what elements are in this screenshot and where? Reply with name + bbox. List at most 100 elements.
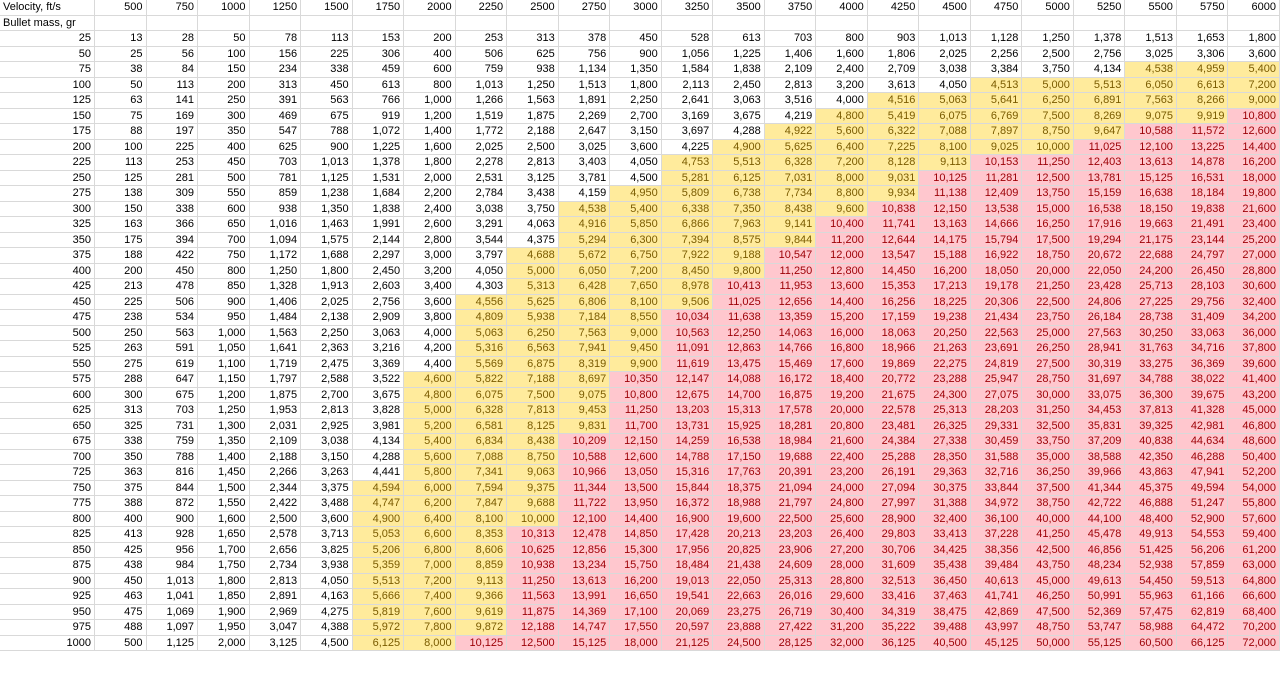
energy-cell[interactable]: 1,097: [146, 620, 199, 636]
energy-cell[interactable]: 17,100: [610, 604, 662, 620]
energy-cell[interactable]: 25,600: [816, 511, 868, 527]
energy-cell[interactable]: 10,034: [661, 310, 714, 326]
energy-cell[interactable]: 156: [249, 46, 302, 62]
energy-cell[interactable]: 3,038: [919, 62, 971, 78]
energy-cell[interactable]: 938: [507, 62, 559, 78]
energy-cell[interactable]: 1,050: [198, 341, 250, 357]
energy-cell[interactable]: 4,800: [816, 108, 868, 124]
energy-cell[interactable]: 238: [95, 310, 147, 326]
energy-cell[interactable]: 39,600: [1228, 356, 1280, 372]
energy-cell[interactable]: 43,200: [1228, 387, 1280, 403]
energy-cell[interactable]: 903: [867, 31, 920, 47]
energy-cell[interactable]: 563: [146, 325, 199, 341]
energy-cell[interactable]: 7,200: [816, 155, 868, 171]
energy-cell[interactable]: 338: [301, 62, 353, 78]
energy-cell[interactable]: 4,225: [661, 139, 714, 155]
energy-cell[interactable]: 55,963: [1125, 589, 1177, 605]
energy-cell[interactable]: 22,578: [867, 403, 920, 419]
energy-cell[interactable]: 8,697: [558, 372, 611, 388]
energy-cell[interactable]: 30,375: [919, 480, 971, 496]
energy-cell[interactable]: 41,400: [1228, 372, 1280, 388]
energy-cell[interactable]: 7,800: [404, 620, 456, 636]
energy-cell[interactable]: 28,125: [764, 635, 817, 651]
empty-cell[interactable]: [404, 15, 456, 31]
velocity-column-header[interactable]: 500: [95, 0, 147, 16]
energy-cell[interactable]: 26,191: [867, 465, 920, 481]
energy-cell[interactable]: 141: [146, 93, 199, 109]
energy-cell[interactable]: 10,800: [610, 387, 662, 403]
energy-cell[interactable]: 3,600: [301, 511, 353, 527]
energy-cell[interactable]: 2,450: [713, 77, 765, 93]
empty-cell[interactable]: [249, 15, 302, 31]
energy-cell[interactable]: 55,125: [1073, 635, 1126, 651]
energy-cell[interactable]: 175: [95, 232, 147, 248]
energy-cell[interactable]: 8,978: [661, 279, 714, 295]
energy-cell[interactable]: 21,094: [764, 480, 817, 496]
energy-cell[interactable]: 14,175: [919, 232, 971, 248]
energy-cell[interactable]: 2,400: [816, 62, 868, 78]
energy-cell[interactable]: 39,675: [1176, 387, 1229, 403]
energy-cell[interactable]: 1,991: [352, 217, 405, 233]
energy-cell[interactable]: 2,256: [970, 46, 1023, 62]
energy-cell[interactable]: 100: [95, 139, 147, 155]
energy-cell[interactable]: 50: [198, 31, 250, 47]
energy-cell[interactable]: 14,450: [867, 263, 920, 279]
velocity-column-header[interactable]: 3000: [610, 0, 662, 16]
energy-cell[interactable]: 18,050: [970, 263, 1023, 279]
energy-cell[interactable]: 4,513: [970, 77, 1023, 93]
energy-cell[interactable]: 40,613: [970, 573, 1023, 589]
energy-cell[interactable]: 1,250: [1022, 31, 1074, 47]
energy-cell[interactable]: 225: [301, 46, 353, 62]
energy-cell[interactable]: 6,200: [404, 496, 456, 512]
energy-cell[interactable]: 2,603: [352, 279, 405, 295]
energy-cell[interactable]: 23,200: [816, 465, 868, 481]
energy-cell[interactable]: 16,531: [1176, 170, 1229, 186]
energy-cell[interactable]: 63,000: [1228, 558, 1280, 574]
energy-cell[interactable]: 844: [146, 480, 199, 496]
energy-cell[interactable]: 1,250: [507, 77, 559, 93]
energy-cell[interactable]: 43,997: [970, 620, 1023, 636]
energy-cell[interactable]: 8,000: [816, 170, 868, 186]
energy-cell[interactable]: 49,913: [1125, 527, 1177, 543]
energy-cell[interactable]: 34,453: [1073, 403, 1126, 419]
energy-cell[interactable]: 15,125: [1125, 170, 1177, 186]
energy-cell[interactable]: 18,375: [713, 480, 765, 496]
velocity-column-header[interactable]: 6000: [1228, 0, 1280, 16]
energy-cell[interactable]: 45,125: [970, 635, 1023, 651]
energy-cell[interactable]: 1,563: [507, 93, 559, 109]
energy-cell[interactable]: 6,075: [919, 108, 971, 124]
energy-cell[interactable]: 46,800: [1228, 418, 1280, 434]
velocity-column-header[interactable]: 5000: [1022, 0, 1074, 16]
energy-cell[interactable]: 7,594: [455, 480, 508, 496]
bullet-mass-cell[interactable]: 150: [0, 108, 95, 124]
energy-cell[interactable]: 12,100: [558, 511, 611, 527]
energy-cell[interactable]: 313: [95, 403, 147, 419]
energy-cell[interactable]: 7,563: [1125, 93, 1177, 109]
energy-cell[interactable]: 17,578: [764, 403, 817, 419]
energy-cell[interactable]: 37,500: [1022, 480, 1074, 496]
energy-cell[interactable]: 2,475: [301, 356, 353, 372]
energy-cell[interactable]: 16,250: [1022, 217, 1074, 233]
energy-cell[interactable]: 17,600: [816, 356, 868, 372]
energy-cell[interactable]: 34,972: [970, 496, 1023, 512]
velocity-column-header[interactable]: 2500: [507, 0, 559, 16]
energy-cell[interactable]: 900: [301, 139, 353, 155]
energy-cell[interactable]: 15,159: [1073, 186, 1126, 202]
energy-cell[interactable]: 788: [301, 124, 353, 140]
energy-cell[interactable]: 39,325: [1125, 418, 1177, 434]
energy-cell[interactable]: 27,094: [867, 480, 920, 496]
energy-cell[interactable]: 43,750: [1022, 558, 1074, 574]
energy-cell[interactable]: 113: [146, 77, 199, 93]
energy-cell[interactable]: 4,288: [713, 124, 765, 140]
energy-cell[interactable]: 49,613: [1073, 573, 1126, 589]
energy-cell[interactable]: 625: [507, 46, 559, 62]
energy-cell[interactable]: 27,000: [1228, 248, 1280, 264]
energy-cell[interactable]: 24,000: [816, 480, 868, 496]
energy-cell[interactable]: 15,794: [970, 232, 1023, 248]
energy-cell[interactable]: 1,600: [198, 511, 250, 527]
energy-cell[interactable]: 10,313: [507, 527, 559, 543]
energy-cell[interactable]: 1,056: [661, 46, 714, 62]
energy-cell[interactable]: 1,500: [198, 480, 250, 496]
energy-cell[interactable]: 23,203: [764, 527, 817, 543]
energy-cell[interactable]: 16,538: [713, 434, 765, 450]
